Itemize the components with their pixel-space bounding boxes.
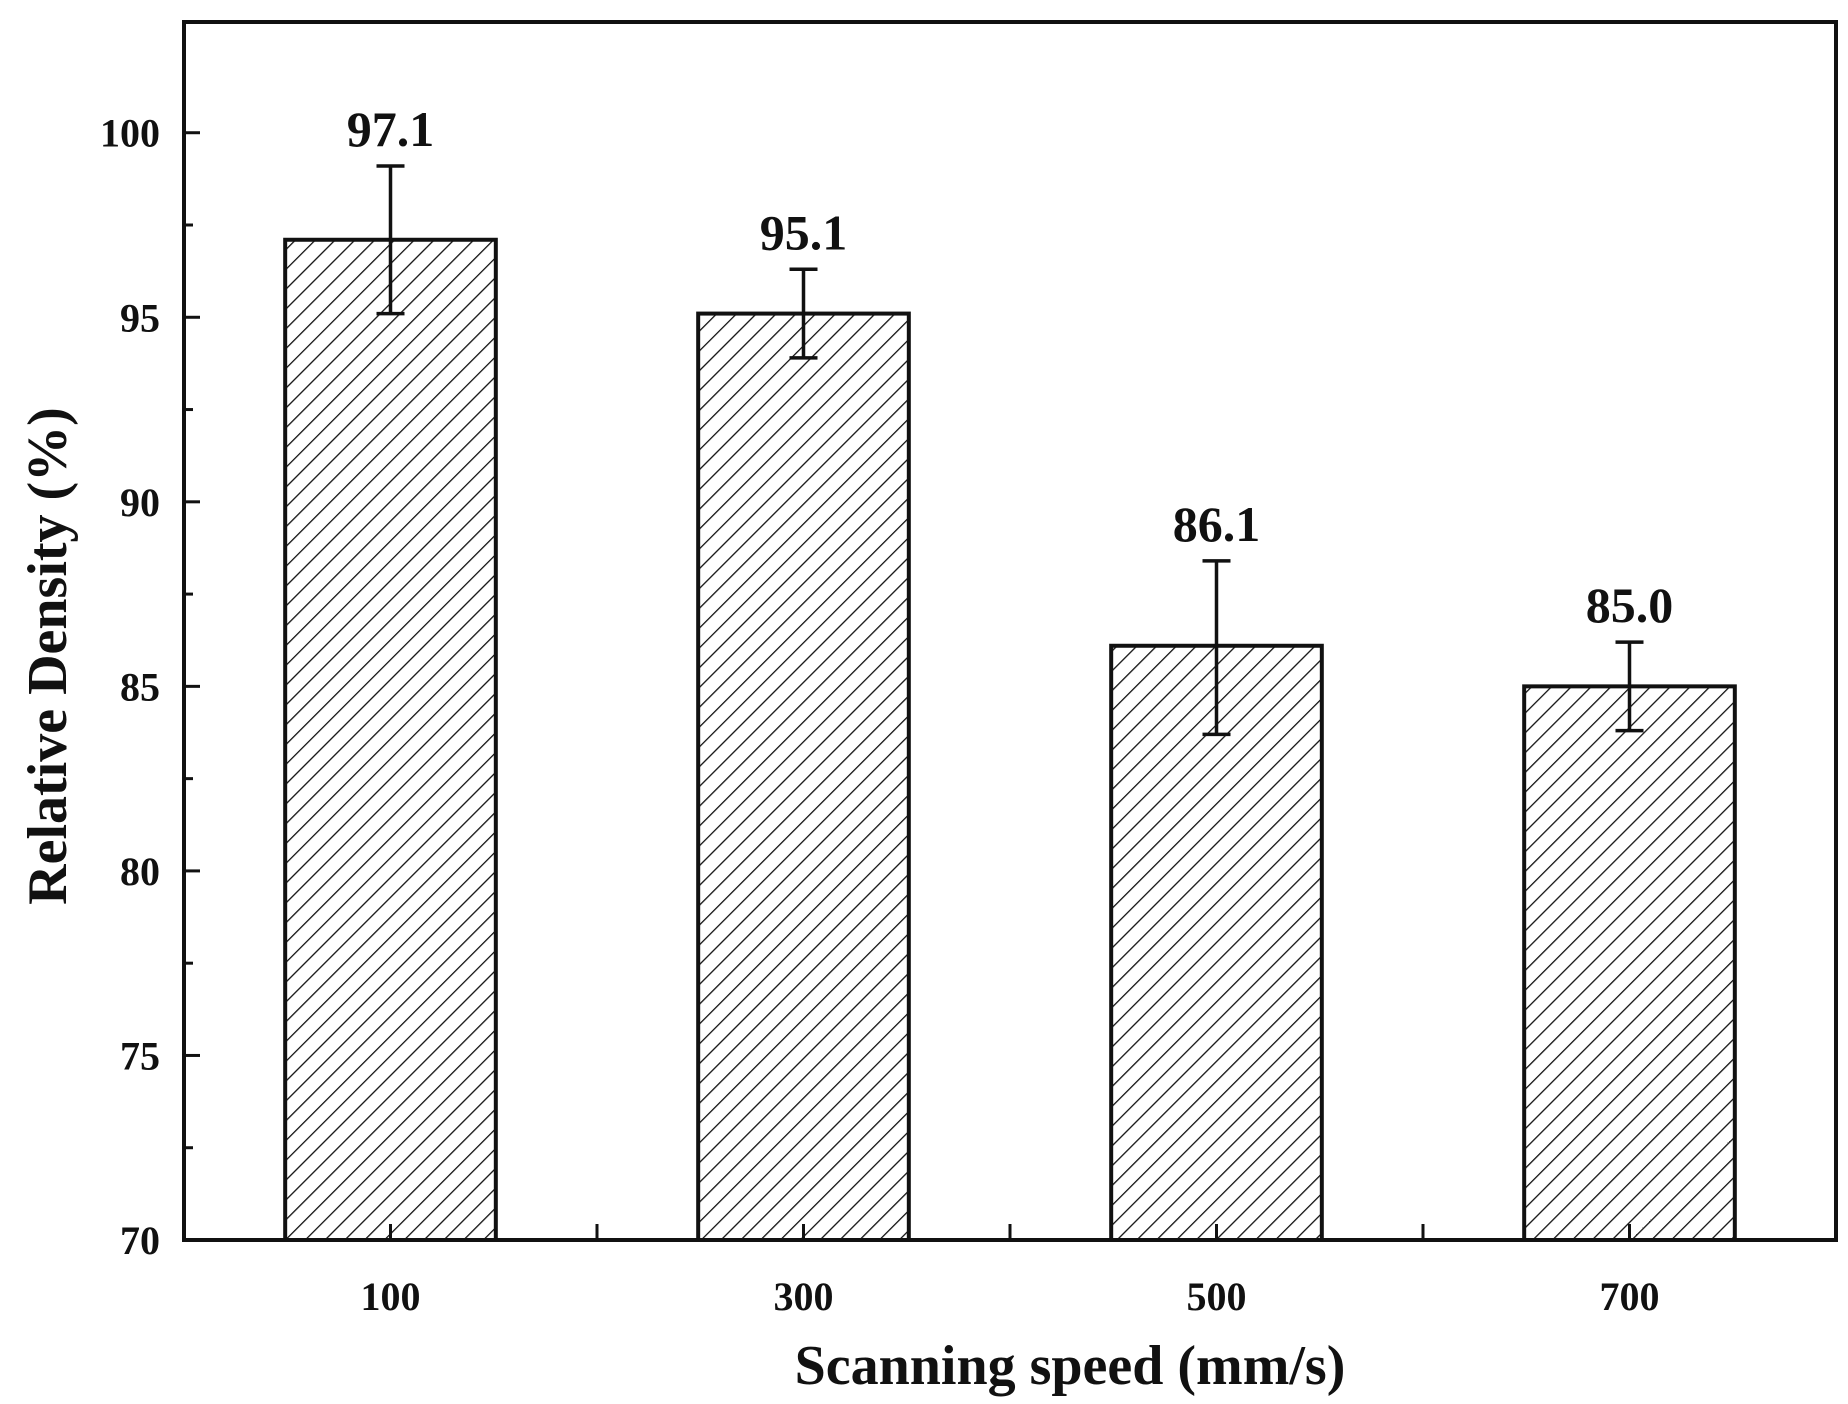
bar-300 — [696, 311, 911, 1242]
x-tick-label-300: 300 — [774, 1274, 834, 1319]
bar-100 — [283, 237, 498, 1243]
value-label-700: 85.0 — [1586, 577, 1674, 633]
x-axis: 100 300 500 700 — [361, 1224, 1660, 1319]
y-axis: 70 75 80 85 90 95 100 — [100, 111, 200, 1263]
y-tick-label-75: 75 — [120, 1033, 160, 1078]
error-bars-layer — [376, 164, 1644, 737]
y-tick-label-90: 90 — [120, 480, 160, 525]
value-labels-layer: 97.1 95.1 86.1 85.0 — [347, 101, 1674, 633]
y-tick-label-70: 70 — [120, 1218, 160, 1263]
x-axis-title: Scanning speed (mm/s) — [795, 1335, 1346, 1397]
bars-layer — [283, 237, 1737, 1243]
value-label-500: 86.1 — [1173, 496, 1261, 552]
y-axis-title: Relative Density (%) — [17, 407, 79, 905]
x-tick-label-500: 500 — [1187, 1274, 1247, 1319]
y-tick-label-100: 100 — [100, 111, 160, 156]
x-tick-label-700: 700 — [1600, 1274, 1660, 1319]
y-tick-label-85: 85 — [120, 664, 160, 709]
bar-700 — [1522, 684, 1737, 1242]
x-tick-label-100: 100 — [361, 1274, 421, 1319]
value-label-300: 95.1 — [760, 204, 848, 260]
y-tick-label-95: 95 — [120, 295, 160, 340]
value-label-100: 97.1 — [347, 101, 435, 157]
y-tick-label-80: 80 — [120, 849, 160, 894]
bar-500 — [1109, 643, 1324, 1242]
